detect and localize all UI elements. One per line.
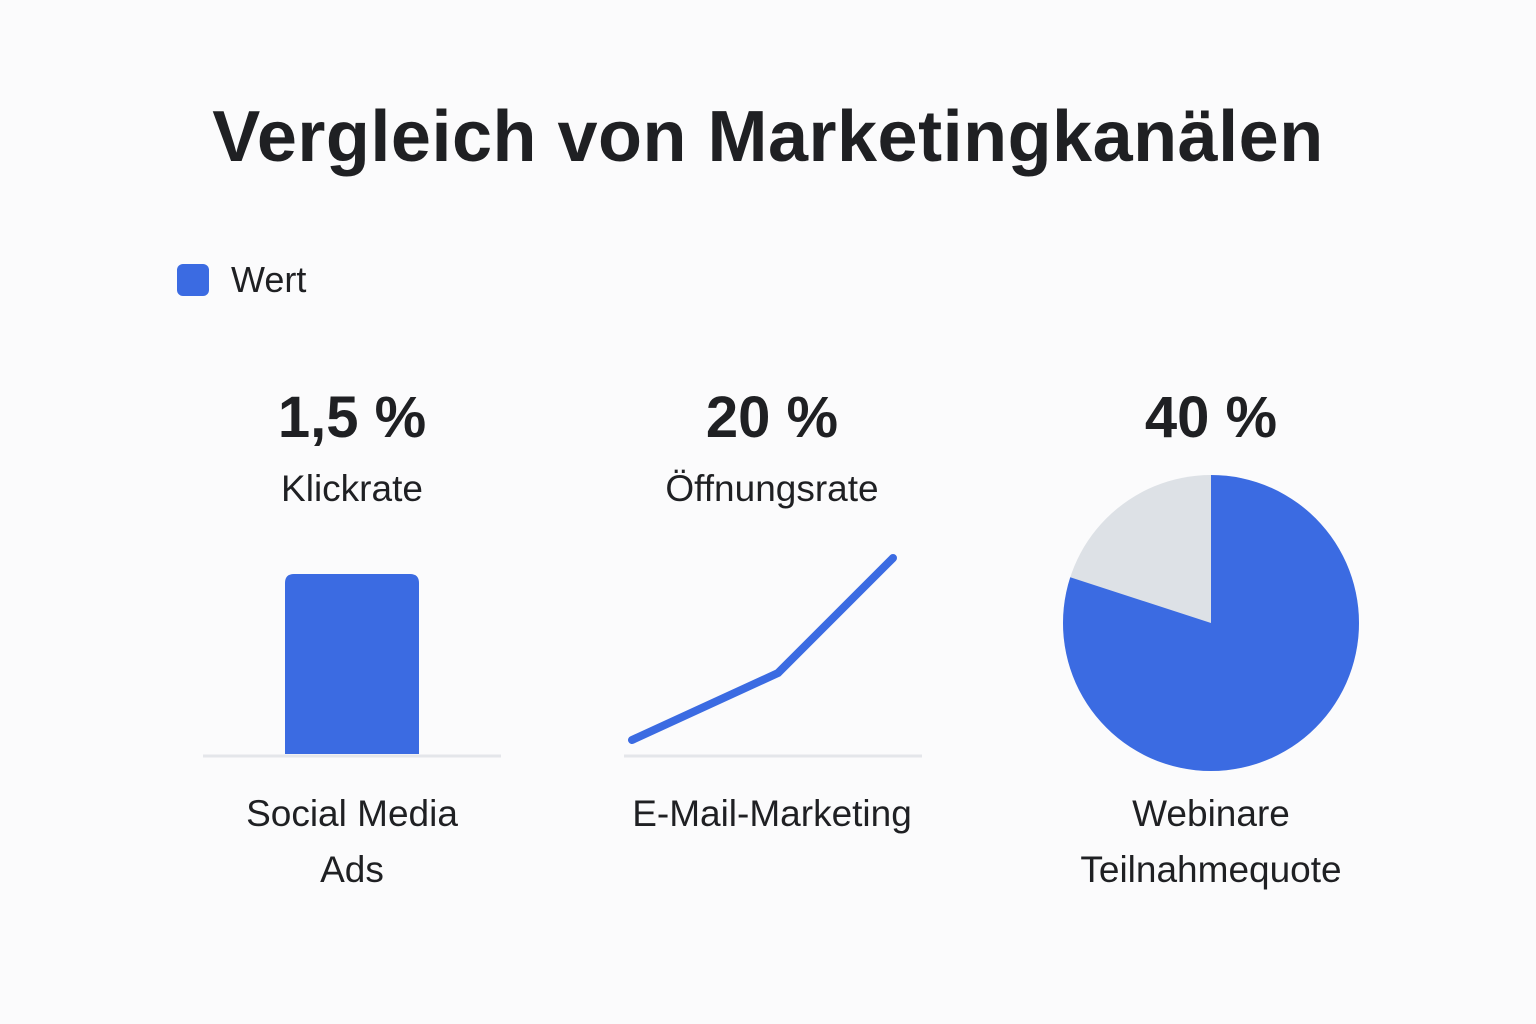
panel-social-media: 1,5 % Klickrate Social Media Ads (200, 0, 504, 1024)
pie-slice-value (1063, 475, 1359, 771)
value-label: 1,5 % (277, 385, 427, 450)
panel-email-marketing: 20 % Öffnungsrate E-Mail-Marketing (620, 0, 924, 1024)
pie-chart (1063, 475, 1359, 771)
category-line-2: Ads (320, 849, 384, 890)
line-chart (624, 554, 922, 758)
category-label: Webinare Teilnahmequote (1056, 786, 1366, 898)
value-label: 20 % (705, 385, 839, 450)
metric-label: Klickrate (281, 468, 423, 509)
chart-title: Vergleich von Marketingkanälen (212, 97, 1324, 177)
category-line-1: Webinare (1132, 793, 1290, 834)
bar-chart (203, 574, 501, 758)
line-series-email (628, 554, 897, 744)
category-line-2: Teilnahmequote (1080, 849, 1342, 890)
category-line-1: Social Media (246, 793, 458, 834)
legend-swatch (177, 264, 209, 296)
legend-label-wert: Wert (231, 259, 307, 300)
category-label: E-Mail-Marketing (620, 786, 924, 842)
value-label: 40 % (1144, 385, 1278, 450)
category-line-1: E-Mail-Marketing (632, 793, 912, 834)
metric-label: Öffnungsrate (665, 468, 879, 509)
category-label: Social Media Ads (200, 786, 504, 898)
legend: Wert (177, 258, 306, 302)
bar-social-media (285, 574, 419, 754)
panel-webinare: 40 % Webinare Teilnahmequote (1056, 0, 1366, 1024)
